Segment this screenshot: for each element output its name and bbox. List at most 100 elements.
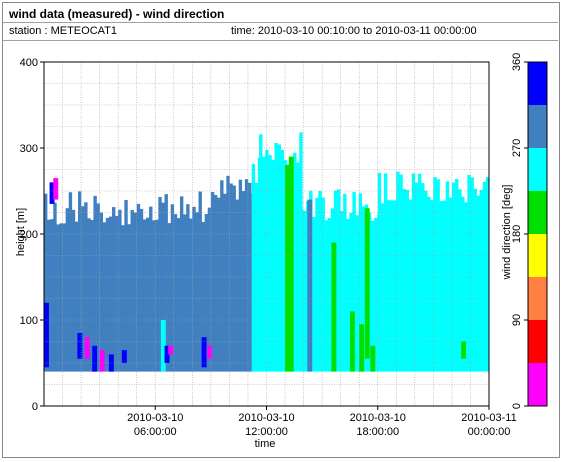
profile-column xyxy=(44,193,48,372)
profile-column xyxy=(217,197,221,372)
profile-column xyxy=(99,212,104,372)
profile-column xyxy=(476,195,481,372)
profile-column xyxy=(136,203,141,372)
profile-column xyxy=(142,219,147,372)
profile-column xyxy=(244,179,249,372)
profile-column xyxy=(201,221,205,372)
colorbar-tick-label: 90 xyxy=(511,314,523,326)
profile-column xyxy=(152,220,156,372)
profile-column xyxy=(47,219,51,372)
profile-column xyxy=(235,199,239,372)
profile-column xyxy=(102,222,107,372)
colorbar-bin xyxy=(528,277,547,320)
profile-column xyxy=(340,210,344,372)
profile-column xyxy=(421,183,425,372)
profile-column xyxy=(448,197,453,372)
x-tick-label-date: 2010-03-10 xyxy=(238,412,294,424)
profile-column xyxy=(296,162,300,372)
profile-column xyxy=(451,182,456,372)
profile-column xyxy=(352,191,356,372)
profile-column xyxy=(361,206,366,372)
profile-column xyxy=(424,190,428,372)
profile-column xyxy=(62,223,66,372)
profile-column xyxy=(87,218,91,372)
profile-column xyxy=(173,214,178,372)
data-cell xyxy=(108,354,114,372)
profile-column xyxy=(68,192,73,372)
data-cell xyxy=(201,337,207,368)
y-tick-label: 0 xyxy=(32,401,38,413)
data-cell xyxy=(285,165,290,372)
profile-column xyxy=(427,196,431,372)
profile-column xyxy=(318,190,322,372)
colorbar-tick-label: 180 xyxy=(511,225,523,243)
profile-column xyxy=(186,204,190,372)
profile-column xyxy=(210,191,215,372)
colorbar-bin xyxy=(528,148,547,191)
profile-column xyxy=(161,202,165,372)
profile-column xyxy=(321,197,325,372)
data-cell xyxy=(99,350,105,372)
profile-column xyxy=(213,194,218,372)
profile-column xyxy=(473,188,477,372)
data-cell xyxy=(160,320,166,372)
profile-column xyxy=(220,180,224,372)
profile-column xyxy=(251,163,256,372)
profile-column xyxy=(408,199,413,372)
profile-column xyxy=(118,209,122,372)
profile-column xyxy=(436,179,440,372)
profile-column xyxy=(223,193,227,372)
profile-column xyxy=(238,179,243,372)
profile-column xyxy=(405,189,409,372)
profile-column xyxy=(133,212,138,372)
profile-column xyxy=(81,206,85,372)
profile-column xyxy=(346,218,350,372)
profile-column xyxy=(455,178,459,372)
data-cell xyxy=(307,199,313,372)
profile-column xyxy=(139,208,144,372)
profile-column xyxy=(411,173,416,372)
profile-column xyxy=(268,155,272,372)
profile-column xyxy=(232,185,236,372)
profile-column xyxy=(170,204,175,372)
profile-column xyxy=(56,224,60,372)
profile-column xyxy=(145,217,150,372)
data-cell xyxy=(168,345,174,355)
colorbar-tick-label: 360 xyxy=(511,53,523,71)
profile-column xyxy=(396,171,400,372)
profile-column xyxy=(277,144,282,372)
data-regions xyxy=(44,132,490,372)
profile-column xyxy=(77,191,82,372)
profile-column xyxy=(71,209,76,372)
profile-column xyxy=(387,200,391,372)
profile-column xyxy=(195,212,199,372)
profile-column xyxy=(254,182,259,372)
profile-column xyxy=(179,196,184,372)
colorbar-tick-label: 0 xyxy=(511,403,523,409)
colorbar-bin xyxy=(528,363,547,406)
profile-column xyxy=(265,149,269,372)
profile-column xyxy=(130,210,134,372)
profile-column xyxy=(312,216,316,372)
profile-column xyxy=(467,174,471,372)
station-label: station : METEOCAT1 xyxy=(9,25,117,37)
profile-column xyxy=(315,197,319,372)
x-tick-label-date: 2010-03-11 xyxy=(461,412,516,424)
x-tick-label-time: 06:00:00 xyxy=(134,426,177,438)
x-tick-label-time: 12:00:00 xyxy=(245,426,288,438)
data-cell xyxy=(207,345,213,359)
profile-column xyxy=(302,210,307,372)
profile-column xyxy=(50,219,54,372)
data-cell xyxy=(84,337,90,359)
data-cell xyxy=(77,332,83,359)
profile-column xyxy=(189,218,193,372)
profile-column xyxy=(458,189,462,372)
data-cell xyxy=(44,302,49,368)
profile-column xyxy=(430,200,434,372)
profile-column xyxy=(485,177,490,372)
profile-column xyxy=(226,175,230,372)
title-bar: wind data (measured) - wind direction xyxy=(3,4,558,23)
profile-column xyxy=(111,207,116,372)
profile-column xyxy=(336,189,341,372)
